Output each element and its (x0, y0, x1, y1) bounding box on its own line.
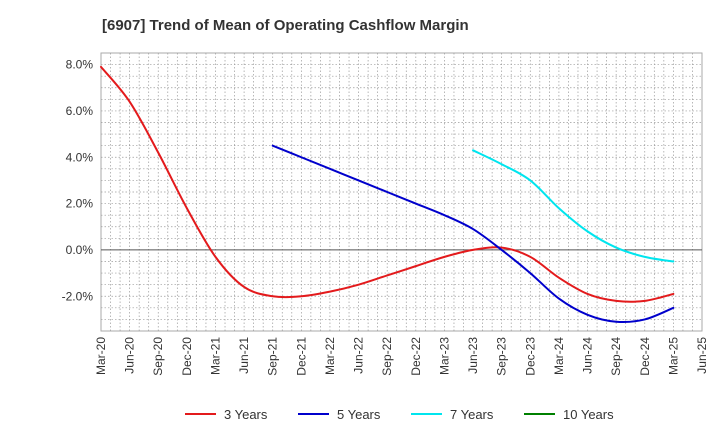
axes: 8.0% 6.0% 4.0% 2.0% 0.0% -2.0% Mar-20 Jun-20 Sep… (62, 58, 709, 376)
x-tick-label: Mar-20 (94, 337, 108, 375)
x-tick-label: Sep-20 (151, 337, 165, 376)
x-tick-label: Jun-23 (466, 337, 480, 374)
x-tick-label: Sep-22 (380, 337, 394, 376)
chart-title: [6907] Trend of Mean of Operating Cashfl… (102, 17, 469, 34)
x-tick-label: Dec-21 (294, 337, 308, 376)
x-tick-label: Sep-23 (495, 337, 509, 376)
x-tick-label: Jun-21 (237, 337, 251, 374)
grid (100, 52, 703, 332)
legend: 3 Years 5 Years 7 Years 10 Years (185, 407, 614, 422)
legend-label-1: 5 Years (337, 407, 381, 422)
x-tick-label: Mar-21 (208, 337, 222, 375)
y-tick-label: -2.0% (62, 289, 94, 303)
x-tick-label: Jun-25 (695, 337, 709, 374)
x-tick-label: Mar-23 (437, 337, 451, 375)
y-tick-label: 8.0% (66, 58, 94, 72)
x-tick-label: Jun-20 (123, 337, 137, 374)
series-line-1 (271, 144, 675, 324)
y-tick-label: 6.0% (66, 104, 94, 118)
legend-label-2: 7 Years (450, 407, 494, 422)
series-line-2 (472, 149, 675, 263)
plot-frame (100, 52, 703, 332)
x-tick-label: Dec-22 (409, 337, 423, 376)
series-lines (100, 65, 675, 324)
legend-label-3: 10 Years (563, 407, 614, 422)
x-tick-label: Sep-24 (609, 337, 623, 376)
x-tick-label: Sep-21 (266, 337, 280, 376)
x-tick-label: Mar-24 (552, 337, 566, 375)
x-tick-label: Mar-22 (323, 337, 337, 375)
y-tick-label: 2.0% (66, 197, 94, 211)
x-tick-label: Mar-25 (666, 337, 680, 375)
x-tick-label: Jun-24 (581, 337, 595, 374)
x-tick-label: Dec-20 (180, 337, 194, 376)
x-tick-label: Jun-22 (352, 337, 366, 374)
legend-label-0: 3 Years (224, 407, 268, 422)
x-tick-label: Dec-23 (523, 337, 537, 376)
y-tick-label: 4.0% (66, 150, 94, 164)
x-tick-label: Dec-24 (638, 337, 652, 376)
series-line-0 (100, 65, 675, 303)
y-tick-label: 0.0% (66, 243, 94, 257)
